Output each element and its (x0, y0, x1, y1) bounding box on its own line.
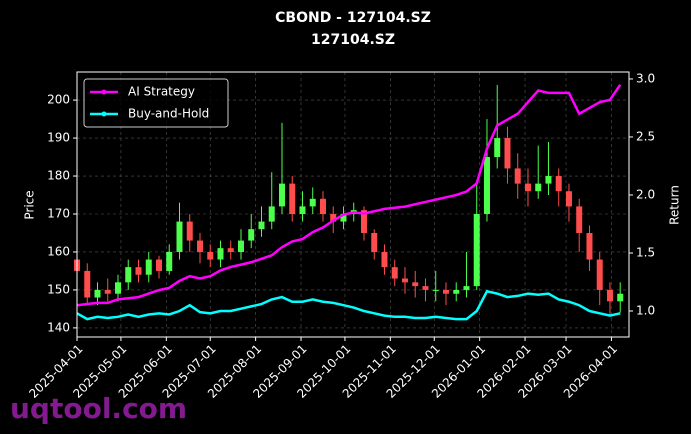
candle-body (268, 206, 275, 222)
y2-tick-label: 2.0 (636, 187, 655, 201)
candle-body (319, 198, 326, 214)
candle-body (535, 183, 542, 192)
y-tick-label: 190 (47, 131, 70, 145)
candle-body (248, 229, 255, 241)
legend-label: AI Strategy (128, 85, 195, 99)
candle-body (463, 286, 470, 290)
y2-axis-label: Return (668, 185, 682, 225)
y-tick-label: 140 (47, 320, 70, 334)
legend-box (83, 78, 229, 128)
chart-subtitle: 127104.SZ (311, 32, 395, 48)
candle-body (494, 138, 501, 158)
legend-marker (101, 89, 107, 95)
y2-tick-label: 2.5 (636, 129, 655, 143)
candle-body (330, 213, 337, 222)
candle-body (596, 259, 603, 290)
candle-body (196, 240, 203, 252)
candle-body (371, 232, 378, 252)
candle-body (278, 183, 285, 207)
candle-body (166, 251, 173, 271)
y-tick-label: 170 (47, 206, 70, 220)
candle-body (422, 286, 429, 290)
candle-body (84, 270, 91, 298)
candle-body (104, 289, 111, 294)
watermark: uqtool.com (10, 392, 187, 425)
candle-body (412, 282, 419, 287)
candle-body (442, 289, 449, 294)
candle-body (299, 206, 306, 214)
series-line (76, 289, 621, 321)
candle-body (381, 251, 388, 268)
candle-body (258, 221, 265, 230)
candle-body (391, 267, 398, 279)
candle-body (340, 213, 347, 222)
candle-body (401, 278, 408, 283)
candle-body (483, 157, 490, 214)
candle-body (94, 289, 101, 298)
candle-body (576, 206, 583, 233)
candle-body (565, 191, 572, 207)
candle-body (524, 183, 531, 192)
chart-title: CBOND - 127104.SZ (275, 10, 431, 26)
y-tick-label: 200 (47, 93, 70, 107)
series-line (76, 84, 622, 307)
y2-tick-label: 1.5 (636, 245, 655, 259)
candle-body (227, 248, 234, 252)
legend-label: Buy-and-Hold (128, 107, 209, 121)
candle-body (125, 267, 132, 283)
y2-tick-label: 3.0 (636, 71, 655, 85)
y-axis-label: Price (23, 190, 37, 219)
candle-body (453, 289, 460, 294)
candle-body (504, 138, 511, 169)
candle-body (217, 248, 224, 260)
candle-body (617, 293, 624, 302)
y-tick-label: 180 (47, 169, 70, 183)
candle-body (145, 259, 152, 275)
candle-body (432, 289, 439, 291)
y-tick-label: 160 (47, 244, 70, 258)
candle-body (586, 232, 593, 260)
candle-body (473, 213, 480, 287)
legend-marker (101, 111, 107, 117)
candle-body (135, 267, 142, 275)
candle-body (309, 198, 316, 207)
candle-body (555, 176, 562, 192)
candle-body (514, 168, 521, 184)
candle-body (237, 240, 244, 252)
y-tick-label: 150 (47, 282, 70, 296)
candle-body (155, 259, 162, 271)
plot-frame (76, 71, 630, 338)
candle-body (360, 210, 367, 233)
candle-body (186, 221, 193, 241)
candle-body (606, 289, 613, 302)
y2-tick-label: 1.0 (636, 304, 655, 318)
candle-body (545, 176, 552, 184)
candle-body (207, 251, 214, 260)
candle-body (176, 221, 183, 252)
candle-body (114, 282, 121, 294)
candle-body (289, 183, 296, 214)
